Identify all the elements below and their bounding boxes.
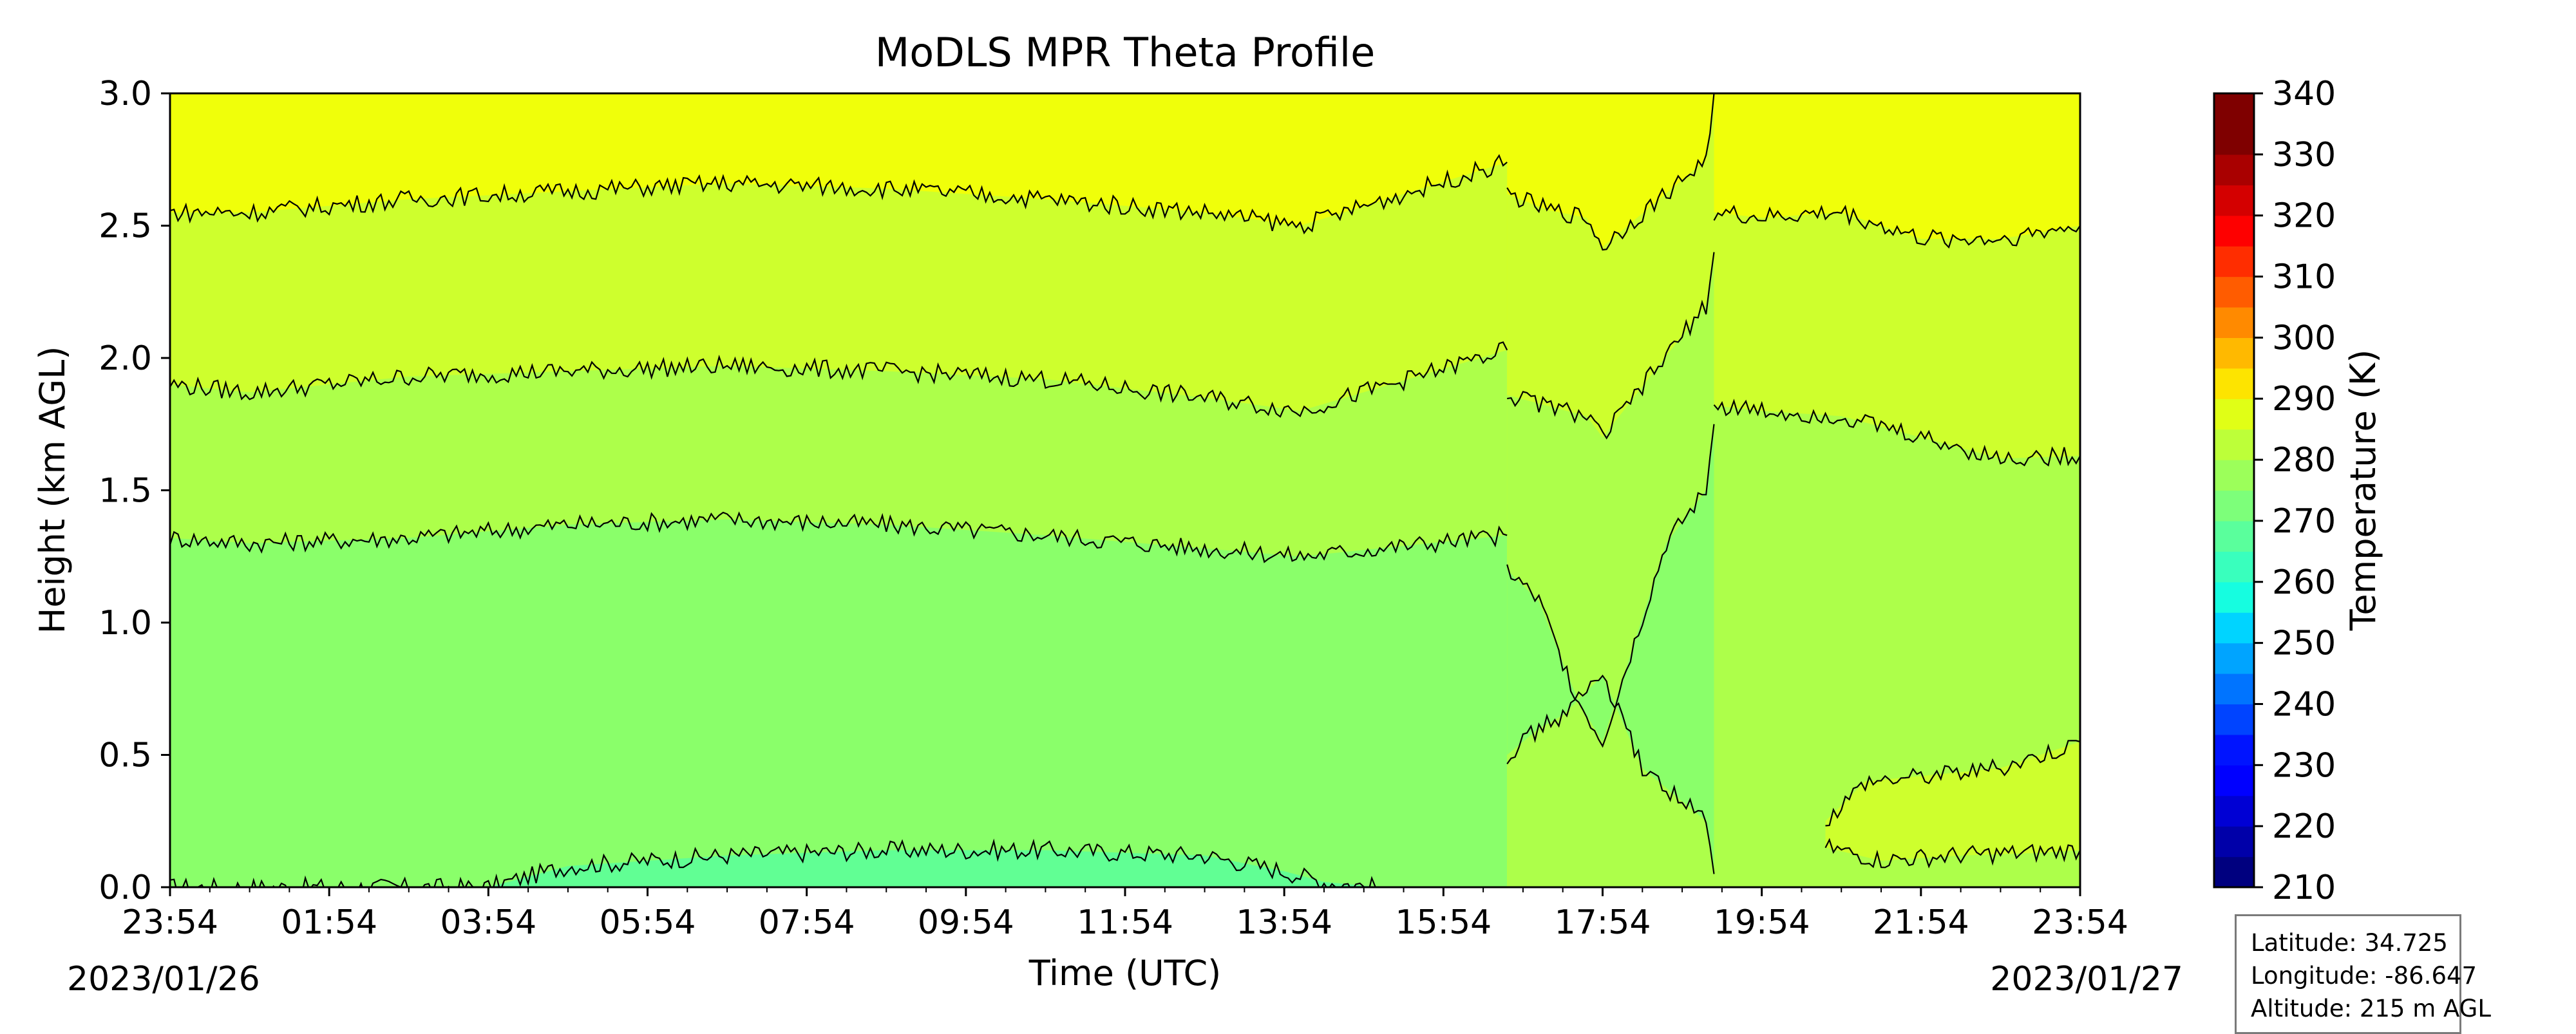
y-tick-label: 2.0	[99, 339, 152, 378]
colorbar-swatch	[2214, 490, 2254, 522]
colorbar-swatch	[2214, 93, 2254, 125]
colorbar-tick-label: 220	[2272, 807, 2336, 846]
colorbar-swatch	[2214, 429, 2254, 460]
contour-line	[170, 341, 1508, 418]
colorbar-tick-label: 270	[2272, 502, 2336, 541]
y-axis-label: Height (km AGL)	[32, 346, 73, 634]
x-tick-label: 03:54	[440, 903, 536, 942]
colorbar-swatch	[2214, 154, 2254, 185]
y-tick-label: 2.5	[99, 207, 152, 246]
contour-band-275-280-afternoon	[1507, 424, 1714, 874]
colorbar-swatch	[2214, 734, 2254, 766]
contour-line	[1713, 399, 2080, 467]
colorbar-tick-label: 250	[2272, 625, 2336, 663]
x-tick-label: 13:54	[1236, 903, 1332, 942]
contour-line	[1507, 252, 1715, 440]
contour-line	[1825, 740, 2080, 827]
colorbar-swatch	[2214, 765, 2254, 796]
contour-line	[1713, 204, 2080, 249]
colorbar-swatch	[2214, 215, 2254, 247]
colorbar-swatch	[2214, 612, 2254, 644]
x-tick-label: 07:54	[759, 903, 855, 942]
contour-band-280-285-evening	[1714, 406, 2080, 887]
colorbar-tick-label: 310	[2272, 258, 2336, 297]
colorbar: 210 220 230 240 250 260 270 280 290 300 310 320 330 3…	[2213, 75, 2336, 907]
contour-band-275-280	[170, 519, 1508, 887]
colorbar-swatch	[2214, 399, 2254, 430]
colorbar-swatch	[2214, 551, 2254, 583]
colorbar-tick-label: 320	[2272, 197, 2336, 236]
x-axis: 23:54 01:54 03:54 05:54 07:54 09:54 11:54 13:54…	[122, 887, 2128, 942]
colorbar-swatch	[2214, 306, 2254, 338]
contour-line	[1506, 93, 1715, 251]
y-axis: 0.0 0.5 1.0 1.5 2.0 2.5 3.0	[99, 75, 170, 907]
y-tick-label: 0.0	[99, 869, 152, 907]
colorbar-tick-label: 240	[2272, 685, 2336, 724]
colorbar-tick-label: 290	[2272, 380, 2336, 418]
colorbar-swatch	[2214, 124, 2254, 155]
x-tick-label: 15:54	[1395, 903, 1492, 942]
colorbar-tick-label: 340	[2272, 75, 2336, 113]
colorbar-swatch	[2214, 826, 2254, 858]
colorbar-label: Temperature (K)	[2343, 350, 2383, 632]
contour-line	[1506, 424, 1715, 748]
colorbar-swatch	[2214, 460, 2254, 491]
contour-line	[170, 511, 1508, 563]
x-tick-label: 11:54	[1077, 903, 1173, 942]
y-tick-label: 3.0	[99, 75, 152, 113]
colorbar-tick-label: 330	[2272, 136, 2336, 174]
start-date-label: 2023/01/26	[67, 960, 260, 999]
y-tick-label: 0.5	[99, 737, 152, 775]
colorbar-swatch	[2214, 704, 2254, 735]
x-tick-label: 17:54	[1555, 903, 1651, 942]
longitude-text: Longitude: -86.647	[2251, 962, 2477, 990]
x-tick-label: 19:54	[1714, 903, 1810, 942]
colorbar-swatch	[2214, 856, 2254, 888]
colorbar-swatch	[2214, 337, 2254, 369]
contour-band-270-275	[170, 850, 1380, 887]
colorbar-tick-label: 300	[2272, 319, 2336, 357]
colorbar-swatch	[2214, 795, 2254, 827]
x-axis-label: Time (UTC)	[1028, 953, 1222, 993]
colorbar-swatch	[2214, 581, 2254, 613]
colorbar-swatch	[2214, 368, 2254, 399]
x-tick-label: 23:54	[122, 903, 218, 942]
colorbar-frame	[2213, 92, 2255, 888]
station-info-box: Latitude: 34.725 Longitude: -86.647 Alti…	[2235, 914, 2491, 1034]
plot-area	[169, 92, 2081, 888]
x-tick-label: 23:54	[2032, 903, 2128, 942]
x-tick-label: 05:54	[600, 903, 696, 942]
x-tick-label: 09:54	[918, 903, 1014, 942]
altitude-text: Altitude: 215 m AGL	[2251, 995, 2491, 1022]
contour-line	[170, 154, 1508, 235]
colorbar-tick-label: 230	[2272, 746, 2336, 785]
latitude-text: Latitude: 34.725	[2251, 929, 2448, 957]
colorbar-swatch	[2214, 185, 2254, 216]
colorbar-swatch	[2214, 520, 2254, 552]
colorbar-tick-label: 280	[2272, 441, 2336, 480]
colorbar-swatch	[2214, 643, 2254, 674]
x-tick-label: 01:54	[281, 903, 377, 942]
colorbar-tick-label: 210	[2272, 869, 2336, 907]
y-tick-label: 1.5	[99, 472, 152, 511]
colorbar-tick-label: 260	[2272, 563, 2336, 602]
end-date-label: 2023/01/27	[1990, 960, 2183, 999]
contour-line	[1506, 674, 1715, 874]
contour-band-285-290-near-surface	[1825, 742, 2080, 861]
colorbar-swatch	[2214, 246, 2254, 277]
chart-title: MoDLS MPR Theta Profile	[875, 29, 1376, 76]
colorbar-swatch	[2214, 276, 2254, 308]
x-tick-label: 21:54	[1873, 903, 1969, 942]
y-tick-label: 1.0	[99, 604, 152, 643]
contour-line	[1824, 838, 2080, 869]
colorbar-swatch	[2214, 673, 2254, 705]
